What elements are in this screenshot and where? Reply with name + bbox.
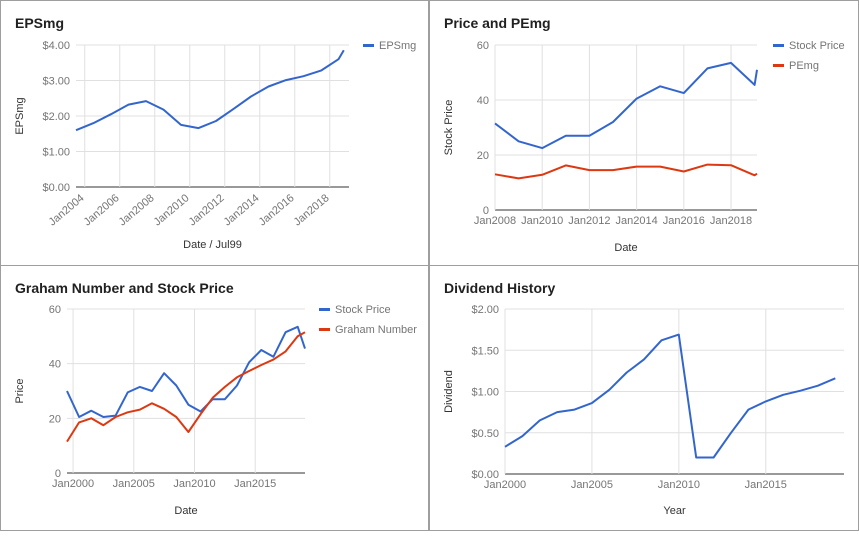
x-axis-title: Date: [174, 505, 197, 517]
x-tick-label: Jan2010: [173, 478, 215, 490]
x-axis-title: Year: [663, 505, 686, 517]
y-tick-label: $3.00: [42, 76, 70, 88]
y-axis-title: Stock Price: [443, 100, 455, 156]
x-tick-label: Jan2015: [234, 478, 276, 490]
series-line-1: [75, 49, 345, 132]
y-tick-label: $0.00: [42, 182, 70, 194]
x-tick-label: Jan2018: [710, 215, 752, 227]
x-axis-title: Date: [614, 242, 637, 254]
chart-title: EPSmg: [15, 15, 65, 31]
chart-panel-price-pe: 0 20 40 60 Jan2008 Jan2010 Jan2012 Jan2014 Jan20…: [429, 0, 859, 266]
y-tick-label: $1.00: [471, 387, 499, 399]
legend-swatch: [319, 308, 330, 311]
x-tick-label: Jan2006: [82, 192, 122, 228]
legend-label: Stock Price: [335, 304, 391, 316]
y-tick-label: 0: [483, 205, 489, 217]
y-tick-label: 60: [477, 40, 489, 52]
x-tick-label: Jan2018: [292, 192, 332, 228]
x-tick-label: Jan2012: [568, 215, 610, 227]
x-tick-label: Jan2000: [484, 479, 526, 491]
x-axis-title: Date / Jul99: [183, 239, 242, 251]
x-tick-label: Jan2008: [474, 215, 516, 227]
legend-label: Stock Price: [789, 40, 845, 52]
legend-label: EPSmg: [379, 40, 416, 52]
x-tick-label: Jan2015: [745, 479, 787, 491]
series-line-2: [494, 163, 758, 180]
price-pe-chart: 0 20 40 60 Jan2008 Jan2010 Jan2012 Jan2014 Jan20…: [443, 40, 845, 254]
y-tick-label: 60: [49, 304, 61, 316]
series-line-1: [494, 61, 758, 150]
x-tick-label: Jan2010: [152, 192, 192, 228]
x-tick-label: Jan2000: [52, 478, 94, 490]
x-tick-label: Jan2014: [222, 192, 262, 228]
x-tick-label: Jan2016: [663, 215, 705, 227]
x-tick-label: Jan2004: [47, 192, 87, 228]
chart-panel-dividend: $0.00 $0.50 $1.00 $1.50 $2.00 Jan2000 Jan2005 J…: [429, 265, 859, 531]
legend-swatch: [363, 44, 374, 47]
y-tick-label: $2.00: [42, 111, 70, 123]
chart-title: Price and PEmg: [444, 15, 551, 31]
y-tick-label: $0.00: [471, 469, 499, 481]
x-tick-label: Jan2010: [658, 479, 700, 491]
x-tick-label: Jan2005: [571, 479, 613, 491]
x-tick-label: Jan2010: [521, 215, 563, 227]
y-tick-label: $2.00: [471, 304, 499, 316]
series-line-1: [66, 325, 306, 418]
legend-swatch: [319, 328, 330, 331]
chart-panel-eps: $0.00 $1.00 $2.00 $3.00 $4.00 Jan2004 Jan2006 J…: [0, 0, 429, 266]
y-axis-title: Price: [14, 378, 26, 403]
legend-swatch: [773, 44, 784, 47]
x-tick-label: Jan2005: [113, 478, 155, 490]
series-line-1: [504, 333, 836, 459]
y-tick-label: $4.00: [42, 40, 70, 52]
legend-swatch: [773, 64, 784, 67]
y-tick-label: 20: [477, 150, 489, 162]
chart-title: Graham Number and Stock Price: [15, 280, 234, 296]
legend-label: Graham Number: [335, 324, 417, 336]
chart-panel-graham: 0 20 40 60 Jan2000 Jan2005 Jan2010 Jan2015 Date P…: [0, 265, 429, 531]
y-tick-label: $0.50: [471, 428, 499, 440]
x-tick-label: Jan2014: [616, 215, 658, 227]
eps-chart: $0.00$1.00$2.00$3.00$4.00Jan2004Jan2006J…: [14, 40, 416, 251]
x-tick-label: Jan2016: [257, 192, 297, 228]
graham-chart: 0 20 40 60 Jan2000 Jan2005 Jan2010 Jan2015 Date P…: [14, 304, 417, 517]
y-tick-label: 20: [49, 413, 61, 425]
chart-title: Dividend History: [444, 280, 556, 296]
series-line-2: [66, 331, 306, 443]
legend-label: PEmg: [789, 60, 819, 72]
y-tick-label: 0: [55, 468, 61, 480]
y-tick-label: $1.50: [471, 345, 499, 357]
y-tick-label: $1.00: [42, 147, 70, 159]
y-axis-title: EPSmg: [14, 97, 26, 134]
x-tick-label: Jan2008: [117, 192, 157, 228]
y-tick-label: 40: [477, 95, 489, 107]
dividend-chart: $0.00 $0.50 $1.00 $1.50 $2.00 Jan2000 Jan2005 J…: [443, 304, 844, 517]
y-tick-label: 40: [49, 359, 61, 371]
y-axis-title: Dividend: [443, 370, 455, 413]
x-tick-label: Jan2012: [187, 192, 227, 228]
